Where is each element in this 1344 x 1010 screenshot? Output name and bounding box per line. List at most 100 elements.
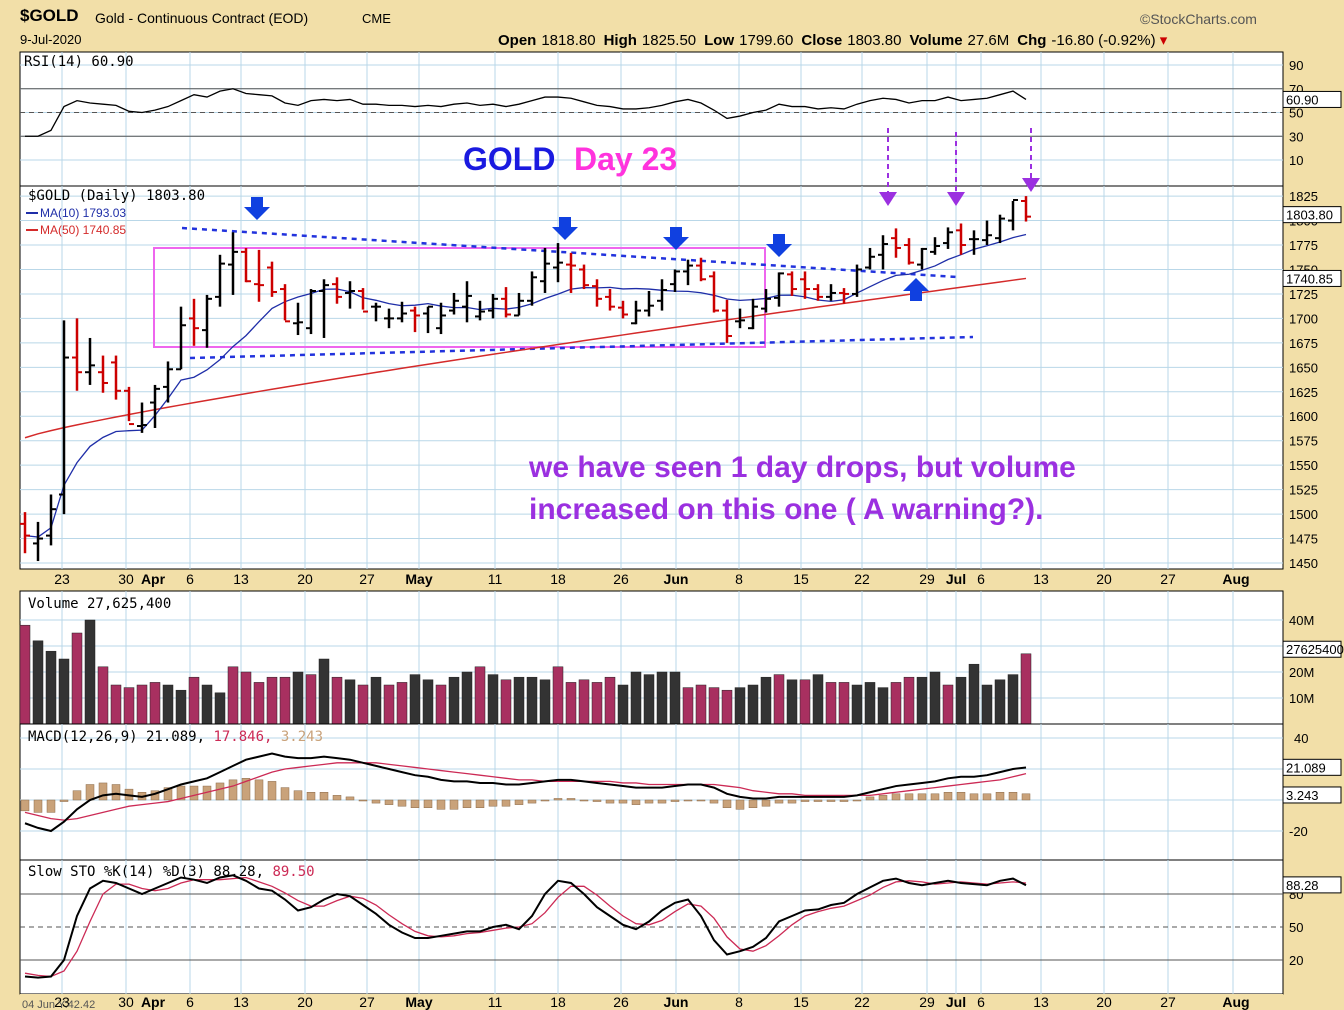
sto-x-label: 8 bbox=[735, 994, 743, 1010]
rsi-label: RSI(14) 60.90 bbox=[24, 54, 134, 70]
macd-hist-bar bbox=[540, 799, 550, 802]
macd-label-part: 3.243 bbox=[272, 729, 323, 745]
macd-hist-bar bbox=[696, 799, 706, 802]
stockcharts-watermark[interactable]: ©StockCharts.com bbox=[1140, 11, 1257, 27]
macd-hist-bar bbox=[293, 790, 303, 801]
sto-x-label: 18 bbox=[550, 994, 566, 1010]
macd-hist-bar bbox=[254, 779, 264, 801]
price-x-label: 20 bbox=[297, 571, 313, 587]
price-bar bbox=[345, 281, 355, 309]
price-tick: 1650 bbox=[1289, 360, 1318, 375]
price-bar bbox=[423, 305, 433, 334]
price-bar bbox=[85, 337, 95, 385]
price-bar bbox=[618, 300, 628, 319]
macd-hist-bar bbox=[59, 799, 69, 802]
volume-bar bbox=[266, 676, 278, 725]
symbol[interactable]: $GOLD bbox=[20, 6, 79, 25]
volume-bar bbox=[84, 619, 96, 725]
volume-bar bbox=[370, 676, 382, 725]
price-tick: 1550 bbox=[1289, 458, 1318, 473]
volume-bar bbox=[747, 684, 759, 725]
sto-x-label: 6 bbox=[186, 994, 194, 1010]
sto-x-label: 22 bbox=[854, 994, 870, 1010]
volume-bar bbox=[305, 674, 317, 725]
macd-hist-bar bbox=[410, 799, 420, 808]
macd-hist-bar bbox=[1021, 793, 1031, 801]
price-bar bbox=[215, 254, 225, 307]
price-bar bbox=[930, 237, 940, 255]
sto-tag: 88.28 bbox=[1286, 878, 1319, 893]
macd-hist-bar bbox=[1008, 792, 1018, 801]
price-bar bbox=[982, 220, 992, 246]
price-bar bbox=[20, 512, 30, 554]
ohlc-label: High bbox=[603, 32, 637, 49]
ohlc-value: 27.6M bbox=[967, 32, 1010, 49]
price-bar bbox=[540, 247, 550, 293]
price-tick: 1725 bbox=[1289, 287, 1318, 302]
price-bar bbox=[904, 238, 914, 265]
volume-bar bbox=[903, 676, 915, 725]
macd-label-part: 17.846, bbox=[205, 729, 272, 745]
price-tick: 1825 bbox=[1289, 189, 1318, 204]
volume-bar bbox=[461, 671, 473, 725]
macd-hist-bar bbox=[189, 785, 199, 801]
macd-hist-bar bbox=[982, 793, 992, 801]
price-bar bbox=[436, 302, 446, 335]
ma50-tag-box bbox=[1282, 269, 1342, 287]
price-bar bbox=[410, 306, 420, 333]
price-x-label: 29 bbox=[919, 571, 935, 587]
volume-bar bbox=[396, 682, 408, 725]
price-bar bbox=[826, 284, 836, 301]
price-bar bbox=[969, 230, 979, 255]
macd-hist-bar bbox=[228, 779, 238, 801]
volume-bar bbox=[760, 676, 772, 725]
price-bar bbox=[280, 284, 290, 323]
volume-bar bbox=[149, 682, 161, 725]
ohlc-value: 1803.80 bbox=[847, 32, 902, 49]
macd-line bbox=[24, 752, 1027, 833]
macd-hist-bar bbox=[670, 799, 680, 802]
price-bar bbox=[137, 402, 147, 433]
macd-hist-bar bbox=[787, 799, 797, 804]
volume-bar bbox=[929, 671, 941, 725]
macd-hist-bar bbox=[748, 799, 758, 808]
price-x-label: 26 bbox=[613, 571, 629, 587]
price-bar bbox=[293, 302, 303, 336]
price-tick: 1675 bbox=[1289, 336, 1318, 351]
volume-tick: 40M bbox=[1289, 613, 1314, 628]
sto-x-label: Jul bbox=[946, 994, 966, 1010]
down-arrow-icon bbox=[244, 197, 270, 220]
macd-hist-bar bbox=[826, 799, 836, 802]
price-bar bbox=[462, 281, 472, 323]
volume-bar bbox=[240, 671, 252, 725]
price-bar bbox=[111, 355, 121, 400]
exchange: CME bbox=[362, 11, 391, 26]
macd-hist-bar bbox=[215, 782, 225, 801]
price-bar bbox=[956, 223, 966, 255]
volume-bar bbox=[1007, 674, 1019, 725]
volume-bar bbox=[331, 676, 343, 725]
volume-tag: 27625400 bbox=[1286, 642, 1344, 657]
volume-bar bbox=[591, 682, 603, 725]
sto-label-part: 89.50 bbox=[264, 864, 315, 880]
sto-x-label: 27 bbox=[359, 994, 375, 1010]
price-x-label: Jun bbox=[664, 571, 689, 587]
volume-bar bbox=[201, 684, 213, 725]
macd-hist-bar bbox=[761, 799, 771, 807]
price-tick: 1700 bbox=[1289, 311, 1318, 326]
volume-bar bbox=[435, 684, 447, 725]
macd-hist-bar bbox=[358, 799, 368, 802]
macd-hist-bar bbox=[423, 799, 433, 808]
price-bar bbox=[943, 227, 953, 249]
ohlc-label: Open bbox=[498, 32, 537, 49]
macd-hist-bar bbox=[176, 785, 186, 801]
macd-hist-bar bbox=[475, 799, 485, 808]
macd-hist-bar bbox=[501, 799, 511, 807]
sto-x-label: 29 bbox=[919, 994, 935, 1010]
volume-bar bbox=[669, 671, 681, 725]
price-x-label: 6 bbox=[186, 571, 194, 587]
price-bar bbox=[774, 272, 784, 307]
macd-hist-bar bbox=[943, 792, 953, 801]
volume-tag-box bbox=[1282, 640, 1342, 658]
price-x-label: 6 bbox=[977, 571, 985, 587]
